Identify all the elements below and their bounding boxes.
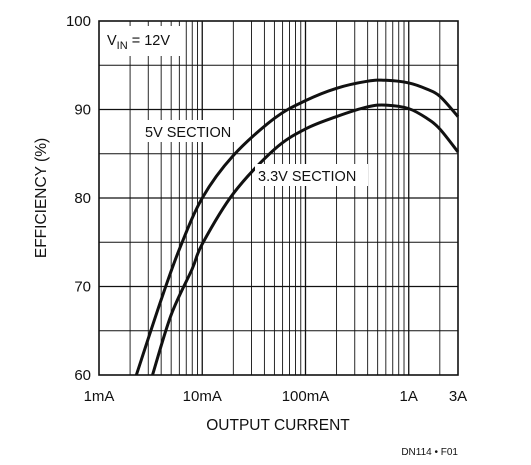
x-tick-label: 1mA [84,388,115,405]
x-tick-label: 3A [449,388,467,405]
y-tick-label: 70 [74,279,91,296]
y-tick-labels: 60 70 80 90 100 [66,13,91,384]
vin-annotation: VIN = 12V [107,33,170,52]
series-line-5v [134,78,460,376]
y-tick-label: 60 [74,367,91,384]
vin-annotation-bg [103,26,185,56]
vin-main: V [107,33,117,49]
y-axis-title: EFFICIENCY (%) [33,138,50,258]
series-label-5v: 5V SECTION [145,125,231,141]
x-tick-label: 1A [400,388,418,405]
x-tick-label: 10mA [183,388,222,405]
series-label-3v3: 3.3V SECTION [258,169,356,185]
y-tick-label: 100 [66,13,91,30]
x-axis-title: OUTPUT CURRENT [206,417,350,434]
series-label-5v-bg [142,120,240,142]
series-label-3v3-bg [255,164,368,186]
y-tick-label: 80 [74,190,91,207]
plot-frame [98,20,459,376]
y-tick-label: 90 [74,102,91,119]
efficiency-curves [134,78,460,376]
vin-value: = 12V [128,33,171,49]
vin-subscript: IN [117,40,128,52]
series-line-3v3 [151,103,460,376]
x-tick-labels: 1mA 10mA 100mA 1A 3A [84,388,468,405]
x-tick-label: 100mA [282,388,330,405]
figure-footnote: DN114 • F01 [401,447,458,458]
